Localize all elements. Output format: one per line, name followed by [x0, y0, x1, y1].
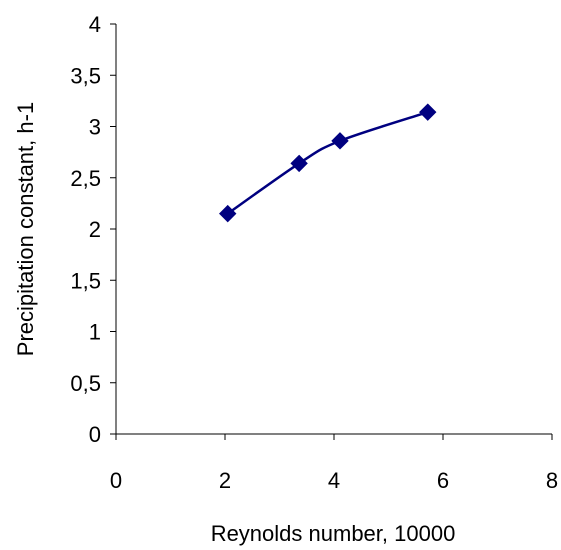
data-point-marker — [290, 154, 308, 173]
y-tick-label: 0,5 — [70, 371, 101, 396]
axes — [115, 24, 552, 435]
x-tick-label: 6 — [437, 468, 449, 493]
x-axis-ticks: 0 2 4 6 8 — [110, 434, 558, 493]
x-tick-label: 0 — [110, 468, 122, 493]
y-tick-label: 3,5 — [70, 63, 101, 88]
x-tick-label: 2 — [219, 468, 231, 493]
y-tick-label: 2 — [89, 217, 101, 242]
x-tick-label: 4 — [328, 468, 340, 493]
y-tick-label: 1,5 — [70, 268, 101, 293]
data-point-marker — [219, 204, 237, 223]
series-line — [227, 110, 429, 215]
x-tick-label: 8 — [546, 468, 558, 493]
y-axis-title: Precipitation constant, h-1 — [13, 102, 38, 356]
x-axis-title: Reynolds number, 10000 — [211, 521, 456, 546]
data-point-marker — [419, 103, 437, 121]
data-point-marker — [331, 132, 349, 150]
y-tick-label: 3 — [89, 115, 101, 140]
y-axis-ticks: 0 0,5 1 1,5 2 2,5 3 3,5 4 — [70, 12, 116, 447]
y-tick-label: 0 — [89, 422, 101, 447]
y-tick-label: 2,5 — [70, 166, 101, 191]
y-tick-label: 4 — [89, 12, 101, 37]
plot-series — [219, 103, 437, 223]
y-tick-label: 1 — [89, 320, 101, 345]
